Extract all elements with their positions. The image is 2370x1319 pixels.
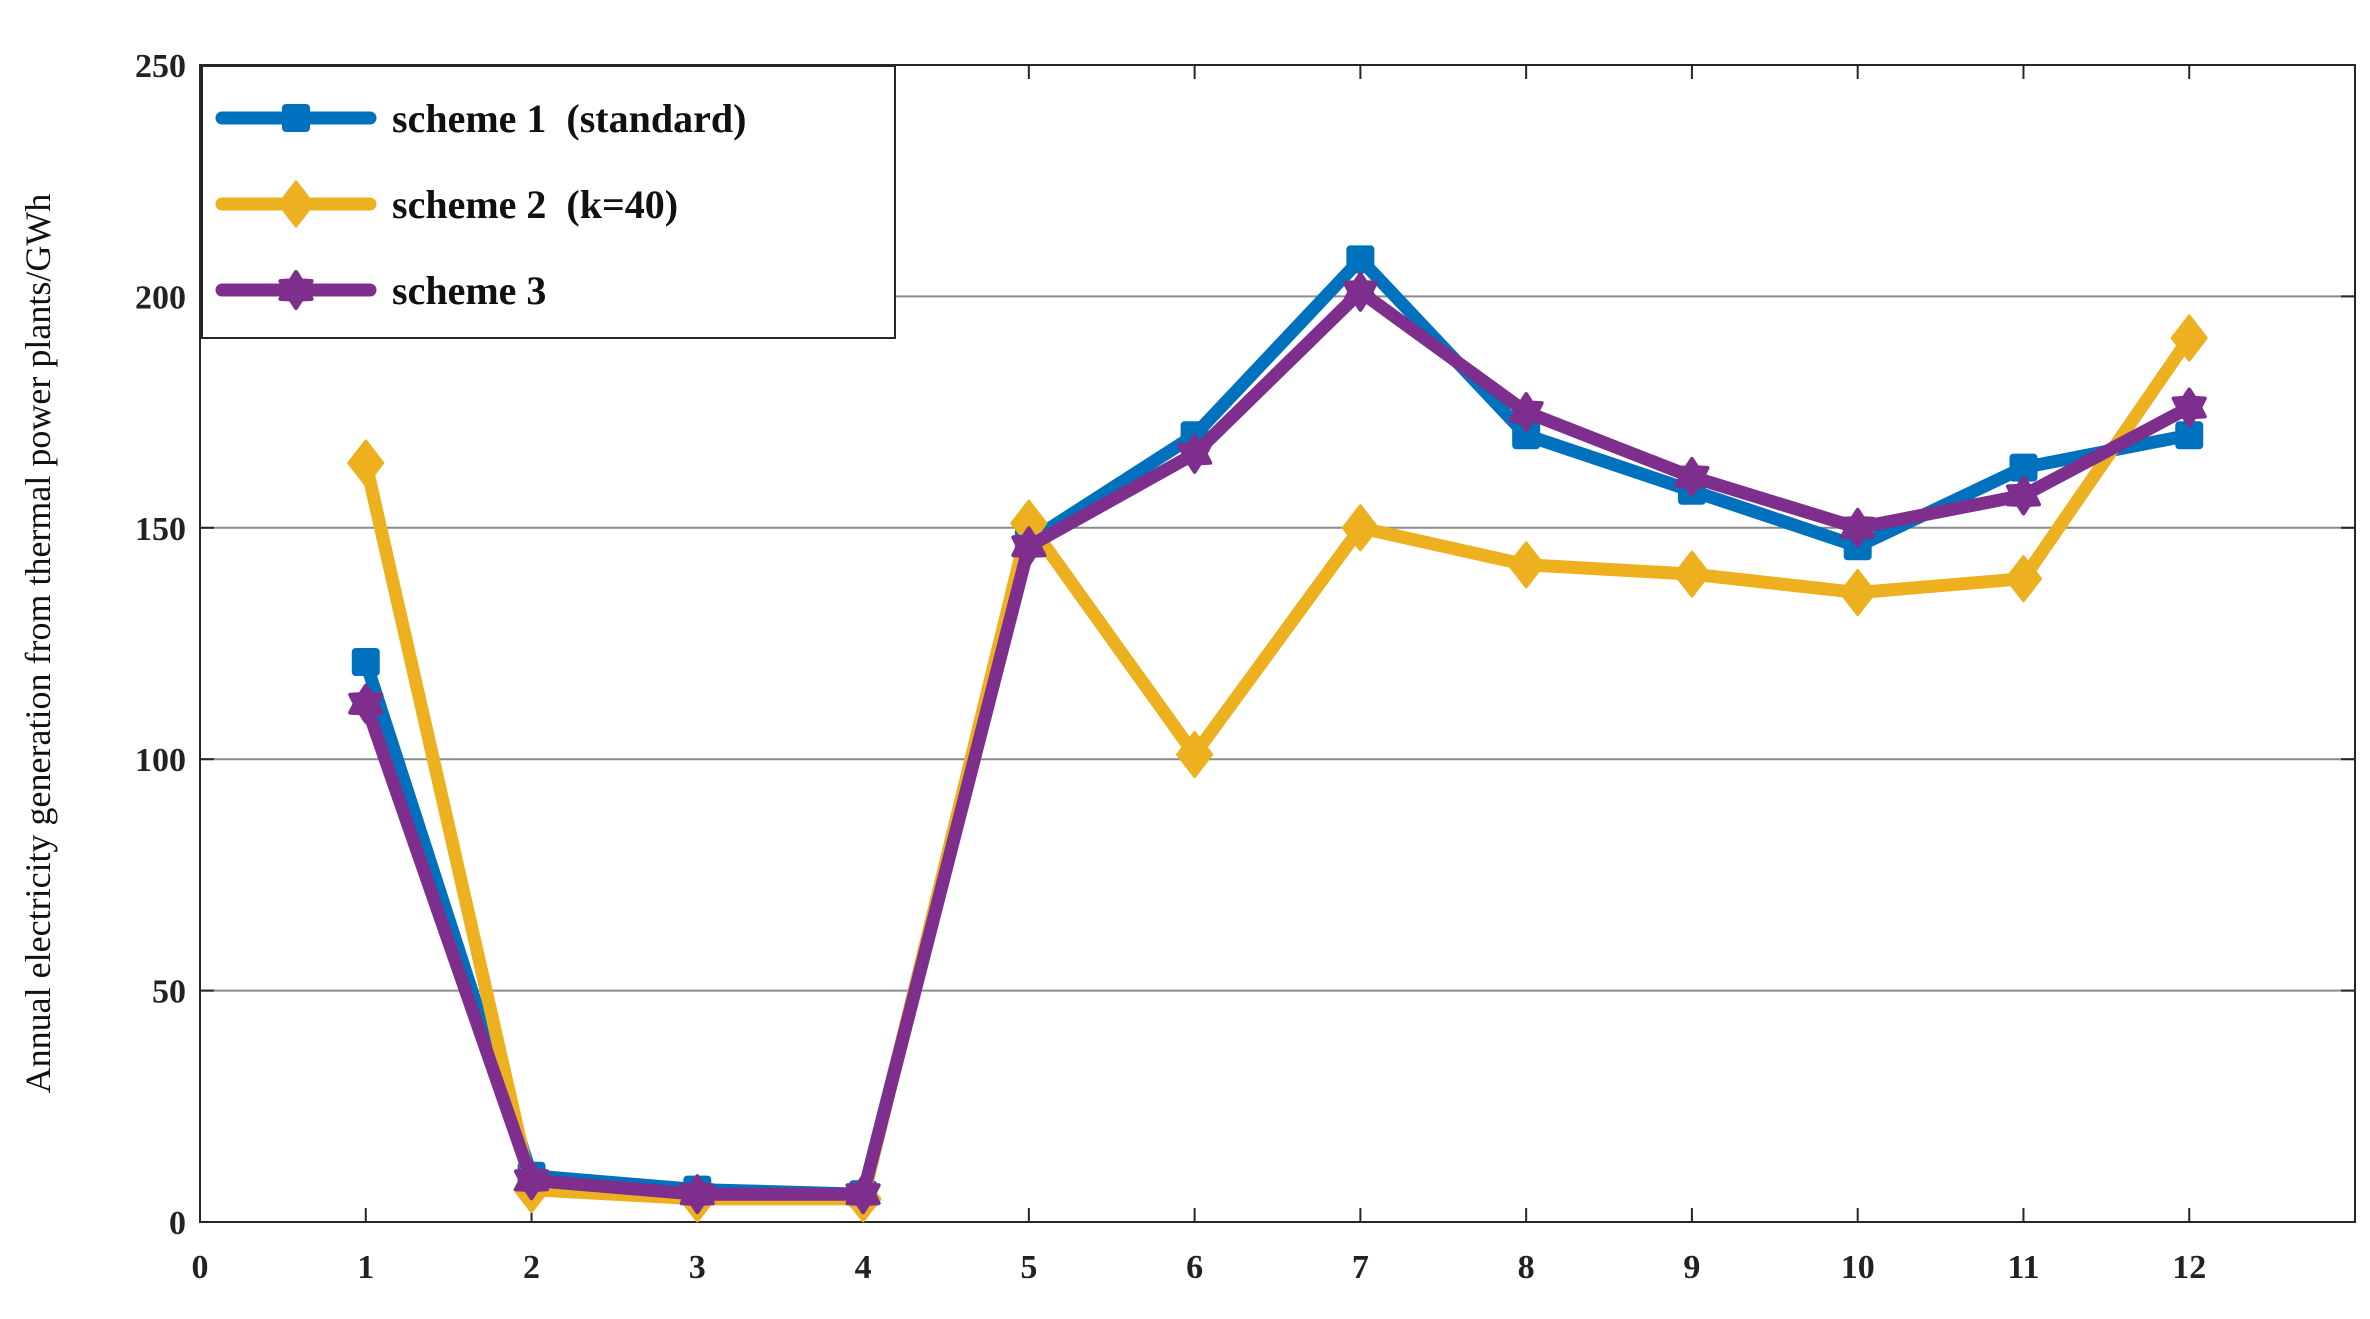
y-axis-label: Annual electricity generation from therm…	[18, 194, 58, 1094]
series-2-point	[2170, 314, 2208, 362]
data-series	[347, 245, 2208, 1223]
series-3-point	[1840, 507, 1876, 548]
series-1-point	[1346, 245, 1375, 274]
x-tick-label: 1	[357, 1249, 374, 1286]
series-1	[351, 245, 2204, 1209]
x-tick-label: 9	[1683, 1249, 1700, 1286]
legend-swatch-marker	[277, 180, 315, 228]
series-3-point	[1011, 526, 1047, 567]
y-tick-label: 50	[152, 974, 186, 1011]
legend-label: scheme 2 (k=40)	[392, 182, 678, 227]
legend-entry-2: scheme 2 (k=40)	[215, 180, 678, 228]
x-tick-label: 12	[2172, 1249, 2206, 1286]
y-tick-label: 200	[135, 279, 186, 316]
y-tick-label: 250	[135, 48, 186, 85]
x-tick-label: 3	[689, 1249, 706, 1286]
x-tick-label: 11	[2007, 1249, 2039, 1286]
y-tick-label: 0	[169, 1205, 186, 1242]
series-3-point	[845, 1174, 881, 1215]
x-tick-label: 10	[1841, 1249, 1875, 1286]
legend-entry-1: scheme 1 (standard)	[215, 96, 746, 141]
legend: scheme 1 (standard) scheme 2 (k=40) scheme…	[201, 65, 896, 339]
series-2-point	[1673, 550, 1711, 598]
x-tick-label: 2	[523, 1249, 540, 1286]
series-3-point	[1508, 392, 1544, 433]
legend-swatch-marker	[278, 270, 314, 310]
series-2-point	[347, 439, 385, 487]
x-tick-label: 4	[855, 1249, 872, 1286]
series-3-point	[348, 683, 384, 724]
series-1-point	[351, 648, 380, 677]
series-2-line	[359, 331, 2196, 1206]
x-tick-label: 6	[1186, 1249, 1203, 1286]
series-3-point	[1674, 456, 1710, 497]
series-2-point	[1341, 504, 1379, 552]
legend-swatch-marker	[282, 104, 310, 132]
series-3-point	[2171, 387, 2207, 428]
series-3-point	[2005, 475, 2041, 516]
series-2-point	[2004, 555, 2042, 603]
series-3-point	[1177, 433, 1213, 474]
y-tick-label: 100	[135, 742, 186, 779]
series-1-line	[359, 252, 2196, 1201]
x-tick-label: 7	[1352, 1249, 1369, 1286]
x-tick-label: 5	[1020, 1249, 1037, 1286]
legend-label: scheme 1 (standard)	[392, 96, 746, 141]
plot-area-border	[199, 64, 2356, 1223]
series-3-point	[1342, 271, 1378, 312]
legend-entry-3: scheme 3	[215, 268, 546, 313]
series-2-point	[1839, 569, 1877, 617]
x-tick-label: 0	[192, 1249, 209, 1286]
legend-label: scheme 3	[392, 268, 546, 313]
series-3	[348, 271, 2207, 1215]
series-3-line	[359, 285, 2196, 1201]
x-tick-label: 8	[1518, 1249, 1535, 1286]
series-2-point	[1507, 541, 1545, 589]
series-2	[347, 314, 2208, 1223]
series-2-point	[1176, 731, 1214, 779]
series-3-point	[679, 1174, 715, 1215]
series-3-point	[514, 1160, 550, 1201]
y-tick-label: 150	[135, 511, 186, 548]
